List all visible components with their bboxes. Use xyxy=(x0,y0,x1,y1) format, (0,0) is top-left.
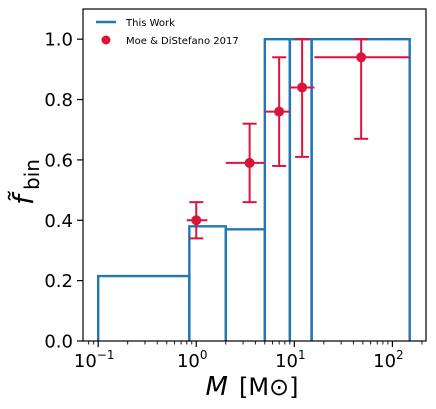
y-axis-label-symbol: f̃ xyxy=(7,190,40,205)
histogram-bin-1 xyxy=(188,225,227,341)
errorbar-point-2 xyxy=(264,56,290,167)
x-axis-label-symbol: M xyxy=(205,372,227,402)
data-point-marker xyxy=(191,215,202,226)
data-point-marker xyxy=(297,82,308,93)
legend-label-moe-distefano: Moe & DiStefano 2017 xyxy=(126,36,239,47)
x-tick-label-1: 100 xyxy=(177,348,208,372)
y-tick-label-0: 0.0 xyxy=(44,332,73,353)
histogram-bin-0 xyxy=(96,274,191,341)
x-axis-ticks: 10−1 100 101 102 xyxy=(74,341,423,372)
x-axis-label-unit: [M⊙] xyxy=(239,373,299,401)
y-axis-label: f̃ bin xyxy=(7,159,44,205)
x-axis-label: M [M⊙] xyxy=(205,372,298,402)
y-axis-ticks: 0.0 0.2 0.4 0.6 0.8 1.0 xyxy=(44,30,83,353)
y-tick-label-2: 0.4 xyxy=(44,211,73,232)
errorbar-point-0 xyxy=(186,201,208,240)
y-tick-label-3: 0.6 xyxy=(44,150,73,171)
y-tick-label-4: 0.8 xyxy=(44,90,73,111)
y-tick-label-5: 1.0 xyxy=(44,30,73,51)
histogram-bin-2 xyxy=(224,228,267,341)
plot-content xyxy=(96,37,411,341)
data-point-marker xyxy=(274,106,285,117)
data-point-marker xyxy=(356,52,367,63)
y-axis-label-subscript: bin xyxy=(20,159,44,190)
data-point-marker xyxy=(244,157,255,168)
x-tick-label-2: 101 xyxy=(275,348,306,372)
errorbar-point-1 xyxy=(225,122,265,204)
x-tick-label-3: 102 xyxy=(373,348,404,372)
plot-border xyxy=(82,8,427,342)
legend-swatch-moe-distefano xyxy=(101,35,111,45)
errorbar-point-4 xyxy=(314,38,410,140)
axes-frame xyxy=(82,8,427,342)
y-tick-label-1: 0.2 xyxy=(44,271,73,292)
legend: This Work Moe & DiStefano 2017 xyxy=(96,18,239,47)
legend-label-this-work: This Work xyxy=(125,18,175,29)
histogram-bin-3 xyxy=(263,37,292,341)
errorbar-point-3 xyxy=(289,38,315,158)
x-tick-label-0: 10−1 xyxy=(74,348,115,372)
